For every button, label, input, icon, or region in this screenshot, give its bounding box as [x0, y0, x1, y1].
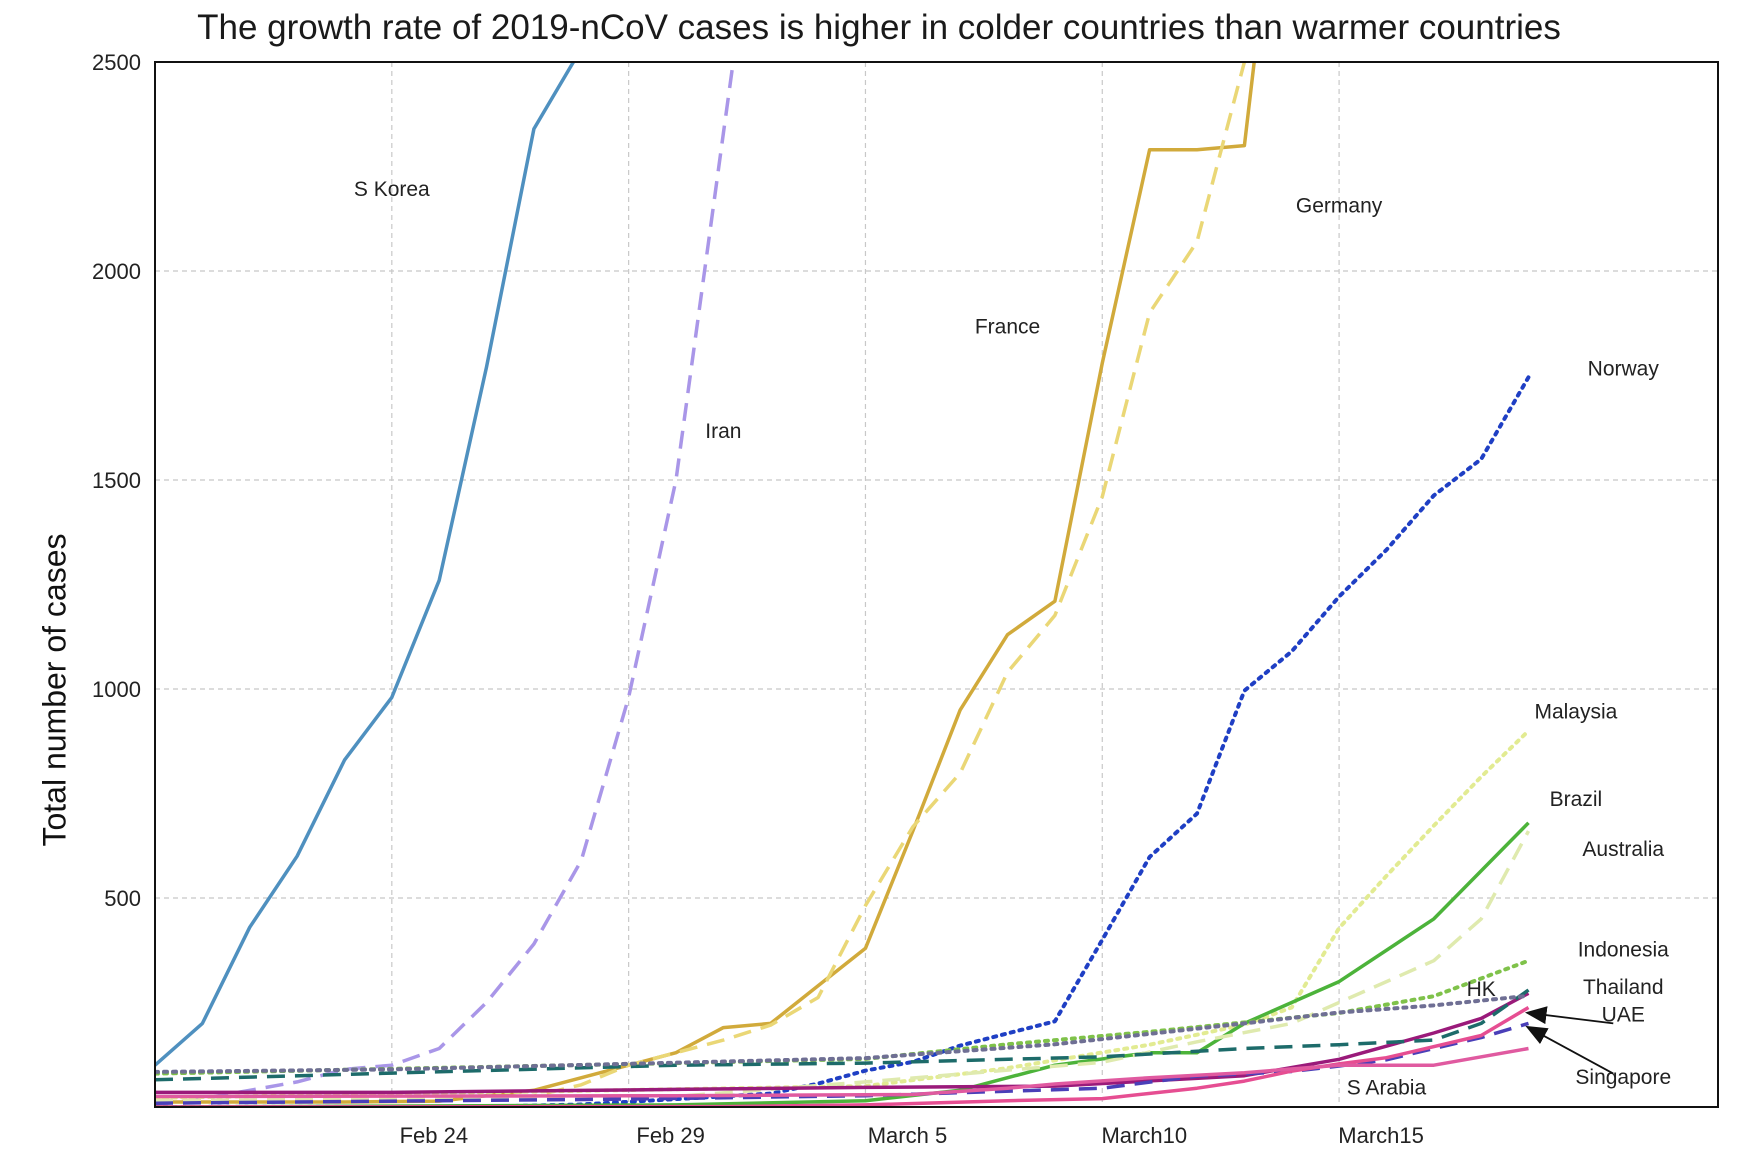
y-tick-label-2000: 2000 — [92, 259, 141, 284]
y-tick-label-2500: 2500 — [92, 50, 141, 75]
annotation-arrow-singapore — [1525, 1025, 1614, 1075]
series-label-uae: UAE — [1602, 1003, 1645, 1026]
x-tick-label-feb-29: Feb 29 — [636, 1123, 705, 1148]
series-line-unlabeled-14 — [155, 1046, 1529, 1099]
series-label-thailand: Thailand — [1583, 976, 1664, 999]
series-label-norway: Norway — [1588, 358, 1660, 381]
y-tick-label-1000: 1000 — [92, 677, 141, 702]
series-line-s-korea — [155, 62, 575, 1067]
x-tick-label-feb-24: Feb 24 — [400, 1123, 469, 1148]
annotation-arrow-uae — [1524, 1006, 1614, 1025]
series-label-hk: HK — [1467, 978, 1496, 1001]
plot-area — [155, 62, 1718, 1107]
x-tick-label-march10: March10 — [1101, 1123, 1187, 1148]
series-label-germany: Germany — [1296, 194, 1383, 217]
series-line-s-arabia — [155, 1005, 1530, 1107]
chart-title: The growth rate of 2019-nCoV cases is hi… — [197, 8, 1561, 47]
plot-frame — [154, 61, 1719, 1108]
series-label-indonesia: Indonesia — [1578, 939, 1669, 962]
series-label-france: France — [975, 316, 1040, 339]
y-tick-label-1500: 1500 — [92, 468, 141, 493]
series-label-iran: Iran — [705, 420, 741, 443]
series-label-australia: Australia — [1582, 838, 1664, 861]
series-label-malaysia: Malaysia — [1534, 700, 1617, 723]
series-line-iran — [155, 62, 735, 1107]
series-label-s-arabia: S Arabia — [1347, 1076, 1427, 1099]
series-line-malaysia — [155, 728, 1531, 1100]
series-label-singapore: Singapore — [1575, 1066, 1671, 1089]
series-label-brazil: Brazil — [1550, 788, 1603, 811]
y-tick-label-500: 500 — [104, 886, 141, 911]
series-group — [155, 62, 1531, 1107]
series-line-hk — [155, 988, 1530, 1082]
x-tick-label-march-5: March 5 — [868, 1123, 947, 1148]
series-label-s-korea: S Korea — [354, 178, 430, 201]
series-line-singapore — [155, 993, 1531, 1074]
x-tick-label-march15: March15 — [1338, 1123, 1424, 1148]
